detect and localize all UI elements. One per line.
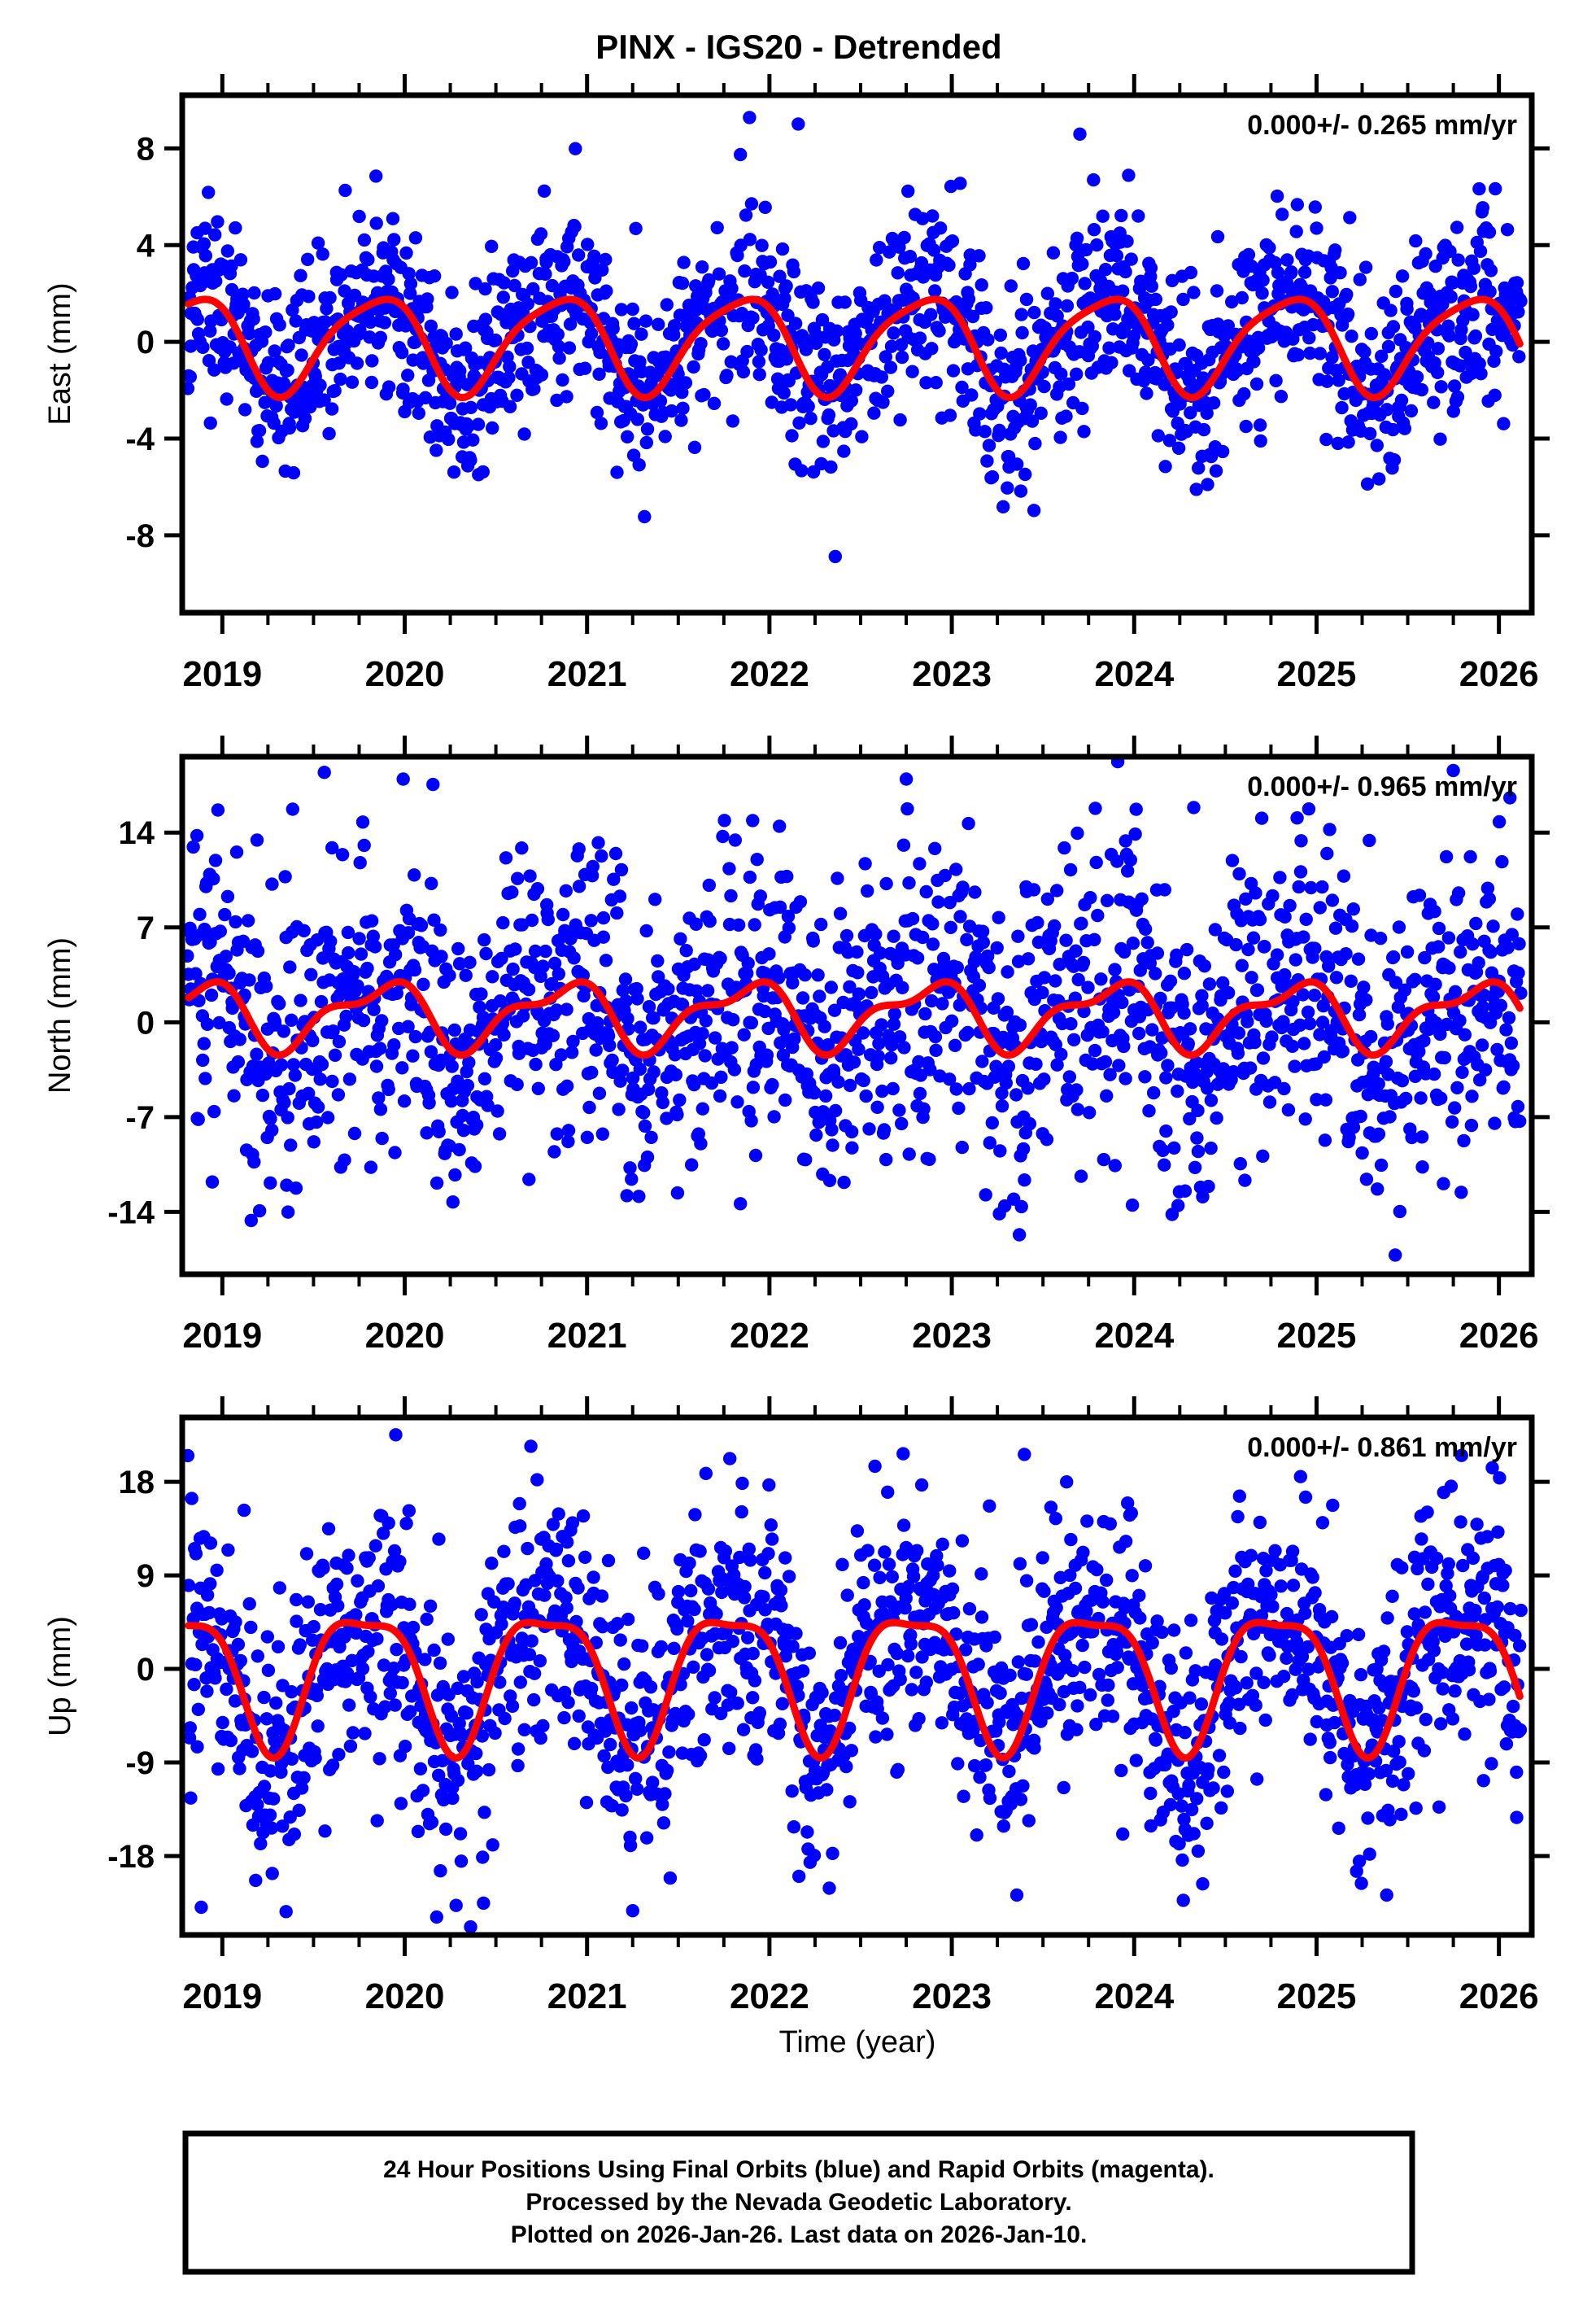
x-tick-label-north-2: 2021	[547, 1316, 627, 1356]
scatter-series-north	[182, 757, 1528, 1262]
y-tick-label-north-2: 0	[137, 1005, 155, 1041]
x-tick-label-up-2: 2021	[547, 1976, 627, 2016]
panel-north: 14 7 0 -7 -14 2019 2020 2021 2022 2023 2024 2025 202…	[43, 736, 1550, 1356]
plot-frame-north	[179, 753, 1535, 1277]
x-tick-label-east-2: 2021	[547, 654, 627, 694]
caption-box: 24 Hour Positions Using Final Orbits (bl…	[182, 2130, 1415, 2275]
rate-annotation-north: 0.000+/- 0.965 mm/yr	[1247, 771, 1517, 802]
y-tick-label-east-2: 0	[137, 325, 155, 360]
seasonal-fit-line-east	[185, 295, 1524, 402]
y-tick-label-north-4: -14	[107, 1194, 155, 1230]
x-tick-label-up-3: 2022	[730, 1976, 809, 2016]
x-tick-label-up-4: 2023	[912, 1976, 992, 2016]
seasonal-fit-line-up	[185, 1618, 1524, 1762]
y-tick-label-north-3: -7	[125, 1100, 155, 1136]
x-tick-label-east-0: 2019	[182, 654, 262, 694]
caption-line-2: Processed by the Nevada Geodetic Laborat…	[525, 2189, 1071, 2216]
x-tick-label-east-6: 2025	[1277, 654, 1357, 694]
y-axis-title-up: Up (mm)	[43, 1616, 77, 1736]
y-axis-title-east: East (mm)	[43, 282, 77, 425]
y-axis-title-north: North (mm)	[43, 937, 77, 1094]
rate-annotation-up: 0.000+/- 0.861 mm/yr	[1247, 1432, 1517, 1463]
x-tick-label-east-5: 2024	[1094, 654, 1174, 694]
x-tick-label-north-0: 2019	[182, 1316, 262, 1356]
y-tick-label-up-2: 0	[137, 1652, 155, 1688]
x-tick-label-north-7: 2026	[1459, 1316, 1539, 1356]
x-tick-label-up-7: 2026	[1459, 1976, 1539, 2016]
y-tick-label-east-0: 8	[137, 131, 155, 167]
page-title: PINX - IGS20 - Detrended	[595, 28, 1001, 66]
y-tick-label-up-0: 18	[119, 1465, 155, 1500]
caption-line-3: Plotted on 2026-Jan-26. Last data on 202…	[511, 2221, 1088, 2248]
x-tick-label-north-1: 2020	[365, 1316, 445, 1356]
y-tick-label-east-3: -4	[125, 421, 155, 457]
x-tick-label-north-3: 2022	[730, 1316, 809, 1356]
y-tick-label-east-4: -8	[125, 518, 155, 554]
x-tick-label-up-1: 2020	[365, 1976, 445, 2016]
x-tick-label-up-0: 2019	[182, 1976, 262, 2016]
y-tick-label-up-3: -9	[125, 1745, 155, 1781]
x-tick-label-east-7: 2026	[1459, 654, 1539, 694]
x-tick-label-east-1: 2020	[365, 654, 445, 694]
x-tick-label-north-5: 2024	[1094, 1316, 1174, 1356]
panels-group: 8 4 0 -4 -8 2019 2020 2021 2022 2023 2024 2025 2026 E…	[43, 74, 1550, 2016]
x-tick-label-east-4: 2023	[912, 654, 992, 694]
y-tick-label-north-1: 7	[137, 911, 155, 946]
x-tick-label-east-3: 2022	[730, 654, 809, 694]
scatter-series-east	[182, 111, 1528, 564]
rate-annotation-east: 0.000+/- 0.265 mm/yr	[1247, 110, 1517, 141]
x-tick-label-up-6: 2025	[1277, 1976, 1357, 2016]
x-tick-label-up-5: 2024	[1094, 1976, 1174, 2016]
x-axis-title: Time (year)	[779, 2025, 936, 2059]
plot-frame-up	[179, 1414, 1535, 1938]
seasonal-fit-line-north	[185, 978, 1524, 1059]
x-tick-label-north-4: 2023	[912, 1316, 992, 1356]
caption-box-border	[182, 2130, 1415, 2275]
y-tick-label-up-4: -18	[107, 1839, 155, 1875]
y-tick-label-east-1: 4	[137, 228, 155, 264]
y-tick-label-north-0: 14	[119, 815, 155, 851]
panel-up: 18 9 0 -9 -18 2019 2020 2021 2022 2023 2024 2025 202…	[43, 1396, 1550, 2016]
y-tick-label-up-1: 9	[137, 1558, 155, 1594]
panel-east: 8 4 0 -4 -8 2019 2020 2021 2022 2023 2024 2025 2026 E…	[43, 74, 1550, 694]
x-tick-label-north-6: 2025	[1277, 1316, 1357, 1356]
plot-frame-east	[179, 92, 1535, 616]
scatter-series-up	[182, 1428, 1528, 1934]
caption-line-1: 24 Hour Positions Using Final Orbits (bl…	[383, 2156, 1214, 2183]
